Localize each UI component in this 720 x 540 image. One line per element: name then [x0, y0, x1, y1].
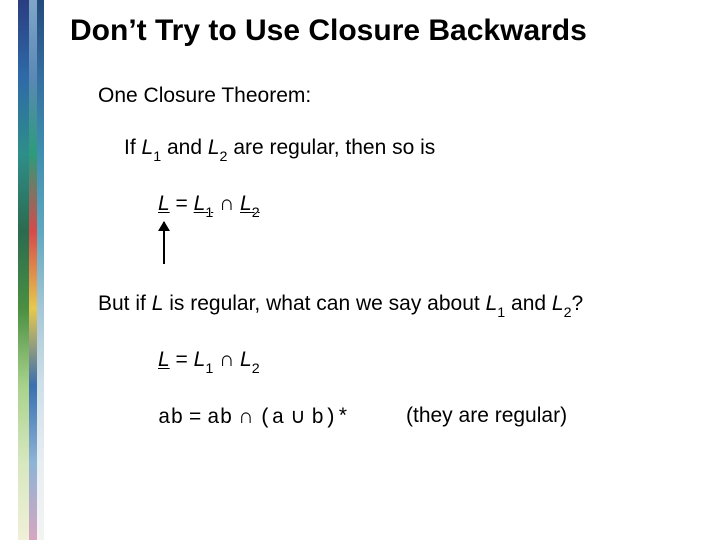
if-suffix: are regular, then so is	[227, 136, 435, 159]
eq1-L: L	[158, 192, 170, 215]
if-L1-sub: 1	[153, 149, 161, 165]
side-strip-col-1	[29, 0, 37, 540]
side-strip	[0, 0, 44, 540]
side-strip-col-0	[18, 0, 29, 540]
but-L1: L	[486, 292, 498, 315]
but-L2-sub: 2	[564, 305, 572, 321]
eq1-eq: =	[170, 192, 194, 215]
eq3-paren-close-star: )*	[324, 407, 349, 430]
but-suffix: ?	[572, 292, 584, 315]
eq2-L2-sub: 2	[252, 361, 260, 377]
eq2-eq: =	[170, 348, 194, 371]
eq3-b: b	[311, 407, 324, 430]
but-line: But if L is regular, what can we say abo…	[98, 292, 583, 319]
but-L1-sub: 1	[497, 305, 505, 321]
eq3-eq: =	[183, 405, 207, 428]
slide-title: Don’t Try to Use Closure Backwards	[70, 14, 587, 48]
if-L2-sub: 2	[220, 149, 228, 165]
eq3-op1: ∩	[232, 405, 259, 428]
example-equation: ab = ab ∩ (a ∪ b)*	[158, 404, 349, 430]
eq2-L1-sub: 1	[205, 361, 213, 377]
regular-note: (they are regular)	[406, 404, 567, 428]
eq2-L2: L	[240, 348, 252, 371]
if-prefix: If	[124, 136, 142, 159]
but-and: and	[505, 292, 552, 315]
closure-equation-2: L = L1 ∩ L2	[158, 348, 260, 375]
but-L2: L	[552, 292, 564, 315]
eq1-op: ∩	[213, 192, 240, 215]
if-line: If L1 and L2 are regular, then so is	[124, 136, 435, 163]
eq3-cup: ∪	[284, 405, 311, 428]
eq1-L1-sub: 1	[205, 205, 213, 221]
closure-equation-1: L = L1 ∩ L2	[158, 192, 260, 219]
if-L2: L	[208, 136, 220, 159]
eq1-L1: L	[194, 192, 206, 215]
eq2-L: L	[158, 348, 170, 371]
eq3-rhs1: ab	[207, 407, 232, 430]
if-L1: L	[142, 136, 154, 159]
eq3-lhs: ab	[158, 407, 183, 430]
eq1-L2: L	[240, 192, 252, 215]
but-mid: is regular, what can we say about	[163, 292, 485, 315]
eq3-a: a	[272, 407, 285, 430]
but-L: L	[152, 292, 164, 315]
theorem-intro: One Closure Theorem:	[98, 84, 311, 108]
eq2-op: ∩	[213, 348, 240, 371]
arrow-up-icon	[163, 222, 165, 264]
eq3-paren-open: (	[259, 407, 272, 430]
eq2-L1: L	[194, 348, 206, 371]
eq1-L2-sub: 2	[252, 205, 260, 221]
if-mid: and	[161, 136, 208, 159]
side-strip-col-2	[37, 0, 44, 540]
but-prefix: But if	[98, 292, 152, 315]
